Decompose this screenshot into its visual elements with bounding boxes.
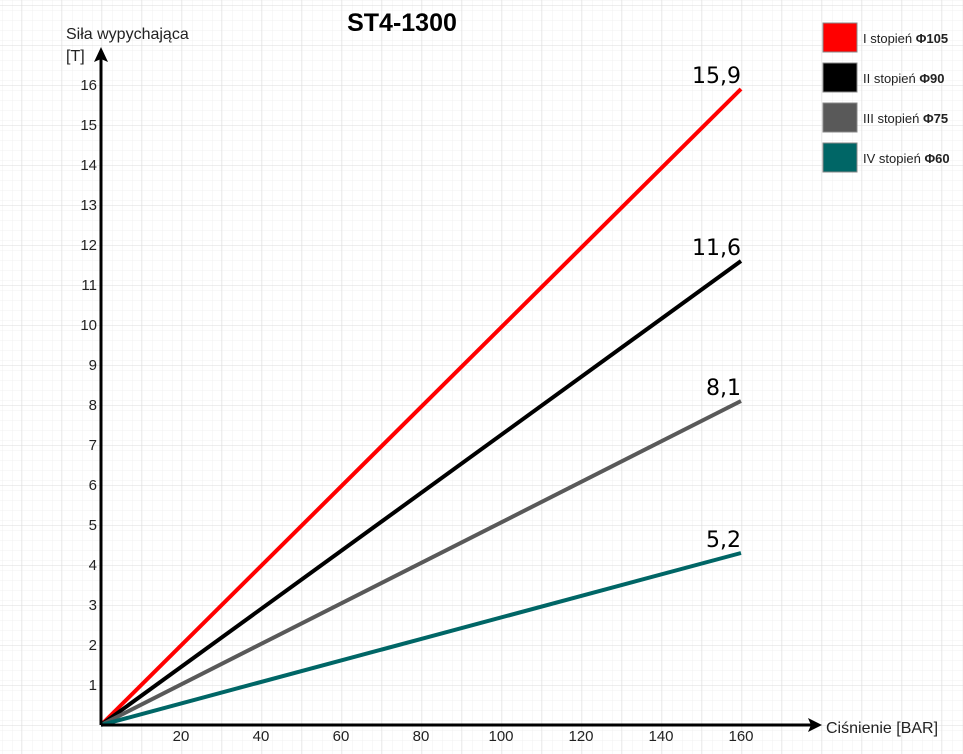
y-tick-label: 9 xyxy=(89,357,97,374)
x-tick-label: 40 xyxy=(253,728,270,745)
y-tick-label: 7 xyxy=(89,437,97,454)
y-tick-label: 10 xyxy=(80,317,97,334)
x-tick-label: 140 xyxy=(648,728,673,745)
y-tick-label: 3 xyxy=(89,597,97,614)
series-line-1 xyxy=(99,87,743,727)
legend-swatch xyxy=(822,142,858,173)
series-end-label: 5,2 xyxy=(706,528,741,553)
legend: I stopień Φ105 II stopień Φ90 III stopień … xyxy=(822,22,950,173)
y-axis-unit: [T] xyxy=(66,48,85,65)
x-tick-label: 60 xyxy=(333,728,350,745)
legend-swatch xyxy=(822,22,858,53)
y-tick-label: 4 xyxy=(89,557,97,574)
y-tick-label: 5 xyxy=(89,517,97,534)
y-tick-label: 12 xyxy=(80,237,97,254)
series-line-2 xyxy=(99,259,743,727)
legend-swatch xyxy=(822,102,858,133)
series-line-3 xyxy=(100,399,742,727)
x-tick-label: 160 xyxy=(728,728,753,745)
x-axis-arrow-icon xyxy=(808,718,822,732)
y-tick-label: 2 xyxy=(89,637,97,654)
series-line-4 xyxy=(100,551,742,727)
legend-swatch xyxy=(822,62,858,93)
x-tick-label: 20 xyxy=(173,728,190,745)
x-axis-label: Ciśnienie [BAR] xyxy=(826,720,938,737)
y-tick-label: 8 xyxy=(89,397,97,414)
y-tick-label: 16 xyxy=(80,77,97,94)
series-end-label: 15,9 xyxy=(692,64,741,89)
y-axis-label: Siła wypychająca xyxy=(66,26,189,43)
x-tick-label: 80 xyxy=(413,728,430,745)
x-tick-label: 120 xyxy=(568,728,593,745)
chart-title: ST4-1300 xyxy=(347,9,457,37)
legend-label: I stopień Φ105 xyxy=(863,31,948,46)
x-tick-label: 100 xyxy=(488,728,513,745)
series-end-label: 11,6 xyxy=(692,236,741,261)
series-end-label: 8,1 xyxy=(706,376,741,401)
legend-label: II stopień Φ90 xyxy=(863,71,945,86)
y-tick-label: 1 xyxy=(89,677,97,694)
y-tick-label: 11 xyxy=(81,277,97,294)
legend-label: IV stopień Φ60 xyxy=(863,151,950,166)
legend-label: III stopień Φ75 xyxy=(863,111,948,126)
y-tick-label: 13 xyxy=(80,197,97,214)
y-tick-label: 15 xyxy=(80,117,97,134)
y-tick-label: 14 xyxy=(80,157,97,174)
y-axis-arrow-icon xyxy=(94,47,108,62)
y-tick-label: 6 xyxy=(89,477,97,494)
